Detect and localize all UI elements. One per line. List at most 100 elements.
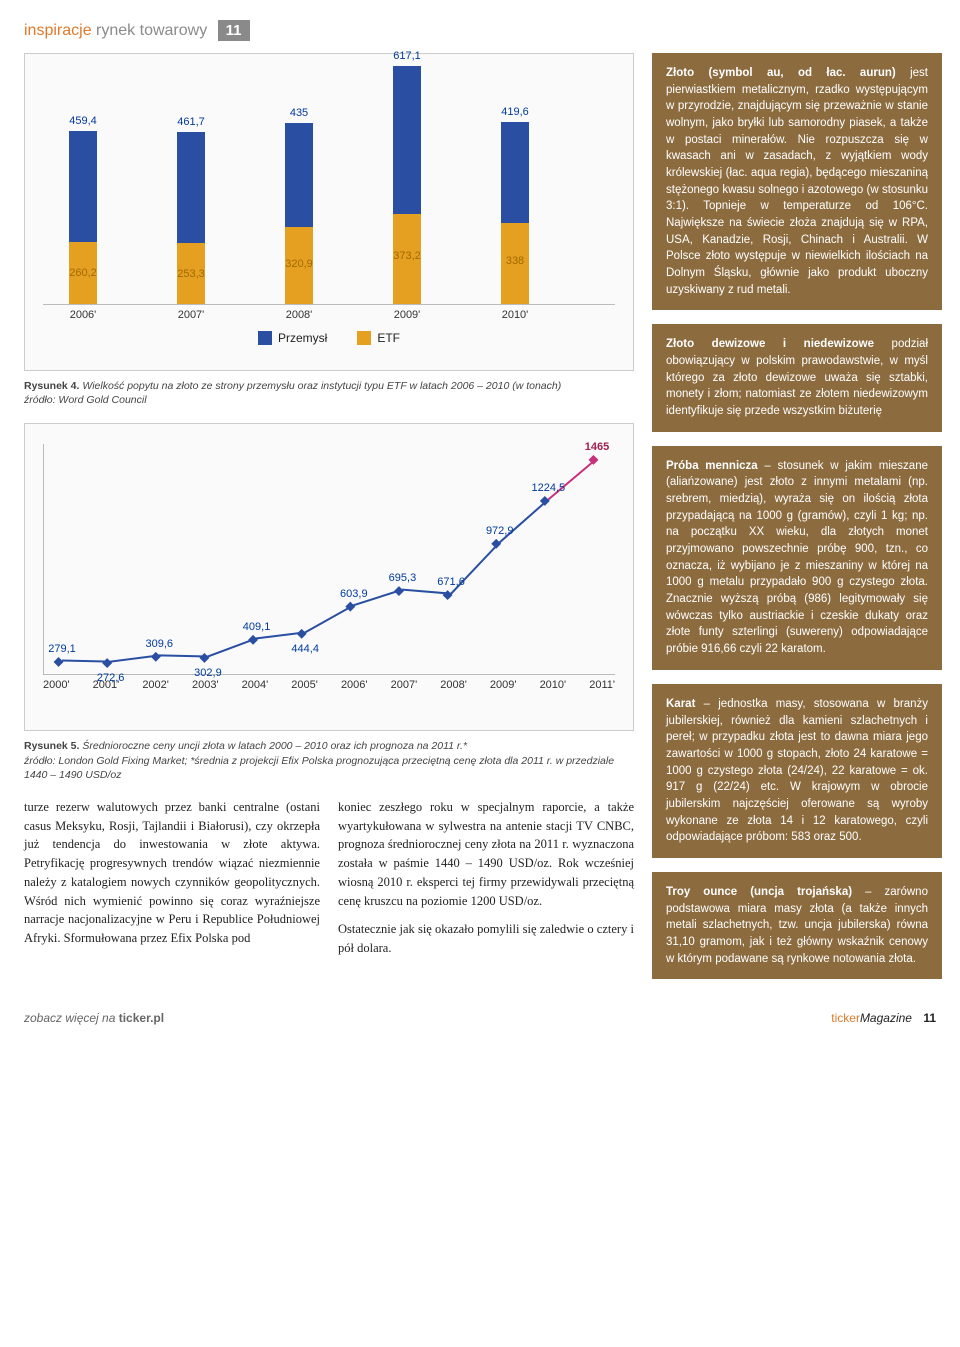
legend-etf: ETF [357,331,400,345]
bar-value-przemysl: 459,4 [69,115,97,127]
xtick: 2009' [367,309,447,321]
point-label: 272,6 [97,672,125,684]
xtick: 2009' [490,679,517,691]
footer-accent: ticker [831,1011,860,1025]
point-label: 1224,5 [532,482,566,494]
definition-text: – jednostka masy, stosowana w branży jub… [666,698,928,843]
chart2-xaxis: 2000'2001'2002'2003'2004'2005'2006'2007'… [43,679,615,691]
definition-term: Próba mennicza [666,460,758,472]
chart2-plot: 279,1272,6309,6302,9409,1444,4603,9695,3… [43,444,615,675]
caption-source: źródło: Word Gold Council [24,394,147,406]
swatch-przemysl [258,331,272,345]
point-label: 279,1 [48,643,76,655]
xtick: 2005' [291,679,318,691]
footer-left-bold: ticker.pl [119,1011,164,1025]
point-label: 444,4 [291,643,319,655]
point-label: 972,9 [486,525,514,537]
bar-value-przemysl: 617,1 [393,50,421,62]
bar-group: 260,2 459,4 [43,131,123,304]
footer-magazine: tickerMagazine [831,1011,915,1025]
bar-przemysl: 459,4 [69,131,97,241]
xtick: 2003' [192,679,219,691]
legend-label-przemysl: Przemysł [278,331,327,345]
caption-source: źródło: London Gold Fixing Market; *śred… [24,755,614,781]
footer-left-pre: zobacz więcej na [24,1011,119,1025]
bar-przemysl: 435 [285,123,313,227]
xtick: 2000' [43,679,70,691]
point-label: 409,1 [243,621,271,633]
point-label: 695,3 [389,572,417,584]
section-title: inspiracje rynek towarowy 11 [24,20,250,41]
body-p1: turze rezerw walutowych przez banki cent… [24,798,320,948]
footer-right: tickerMagazine 11 [831,1011,936,1025]
bar-przemysl: 617,1 [393,66,421,214]
body-p3: Ostatecznie jak się okazało pomylili się… [338,920,634,958]
xtick: 2008' [440,679,467,691]
point-label: 603,9 [340,588,368,600]
bar-etf: 260,2 [69,242,97,304]
chart2-svg [44,444,615,674]
legend-label-etf: ETF [377,331,400,345]
sidebar-definition: Próba mennicza – stosunek w jakim miesza… [652,446,942,670]
definition-term: Troy ounce (uncja trojańska) [666,886,852,898]
bar-value-przemysl: 435 [290,107,308,119]
chart1-legend: Przemysł ETF [33,331,625,345]
xtick: 2006' [43,309,123,321]
caption-label: Rysunek 5. [24,740,79,752]
caption-text: Wielkość popytu na złoto ze strony przem… [82,380,561,392]
bar-value-etf: 373,2 [393,250,421,262]
chart2: 279,1 272,6 309,6 302,9 409,1 444,4 603,9 695,3… [33,444,625,724]
page-footer: zobacz więcej na ticker.pl tickerMagazin… [24,1011,936,1025]
xtick: 2002' [142,679,169,691]
swatch-etf [357,331,371,345]
bar-etf: 253,3 [177,243,205,304]
left-column: 260,2 459,4 253,3 461,7 320,9 435 373,2 617,1 33… [24,53,634,993]
bar-group: 338 419,6 [475,122,555,304]
page: inspiracje rynek towarowy 11 260,2459,42… [0,0,960,1037]
bar-etf: 373,2 [393,214,421,304]
bar-value-etf: 338 [506,255,524,267]
xtick: 2007' [391,679,418,691]
bar-etf: 338 [501,223,529,304]
page-header: inspiracje rynek towarowy 11 [24,20,936,41]
definition-term: Karat [666,698,695,710]
footer-rest: Magazine [860,1011,912,1025]
bar-value-przemysl: 461,7 [177,116,205,128]
definition-term: Złoto dewizowe i niedewizowe [666,338,874,350]
bar-group: 373,2 617,1 [367,66,447,304]
caption-text: Średnioroczne ceny uncji złota w latach … [82,740,467,752]
body-p2: koniec zeszłego roku w specjalnym raporc… [338,798,634,911]
caption-label: Rysunek 4. [24,380,79,392]
bar-value-przemysl: 419,6 [501,106,529,118]
point-label: 302,9 [194,667,222,679]
title-accent: inspiracje [24,22,92,39]
footer-left: zobacz więcej na ticker.pl [24,1011,164,1025]
definition-text: jest pierwiastkiem metalicznym, rzadko w… [666,67,928,296]
bar-value-etf: 253,3 [177,268,205,280]
article-body: turze rezerw walutowych przez banki cent… [24,798,634,963]
xtick: 2004' [242,679,269,691]
bar-etf: 320,9 [285,227,313,304]
sidebar-definition: Troy ounce (uncja trojańska) – zarówno p… [652,872,942,979]
sidebar-definition: Złoto (symbol au, od łac. aurun) jest pi… [652,53,942,310]
footer-page-number: 11 [923,1011,936,1025]
legend-przemysl: Przemysł [258,331,327,345]
bar-group: 320,9 435 [259,123,339,304]
point-label: 1465 [585,441,609,453]
chart1-xaxis: 2006'2007'2008'2009'2010' [43,309,615,321]
sidebar-definition: Złoto dewizowe i niedewizowe podział obo… [652,324,942,431]
content-grid: 260,2 459,4 253,3 461,7 320,9 435 373,2 617,1 33… [24,53,936,993]
definition-term: Złoto (symbol au, od łac. aurun) [666,67,896,79]
chart2-caption: Rysunek 5. Średnioroczne ceny uncji złot… [24,739,634,782]
xtick: 2008' [259,309,339,321]
bar-value-etf: 320,9 [285,258,313,270]
page-number-badge: 11 [218,20,250,41]
chart1-box: 260,2 459,4 253,3 461,7 320,9 435 373,2 617,1 33… [24,53,634,371]
bar-value-etf: 260,2 [69,267,97,279]
xtick: 2010' [540,679,567,691]
chart1: 260,2 459,4 253,3 461,7 320,9 435 373,2 617,1 33… [33,64,625,364]
bar-przemysl: 419,6 [501,122,529,223]
chart1-plot: 260,2 459,4 253,3 461,7 320,9 435 373,2 617,1 33… [43,64,615,305]
point-label: 309,6 [146,638,174,650]
xtick: 2010' [475,309,555,321]
